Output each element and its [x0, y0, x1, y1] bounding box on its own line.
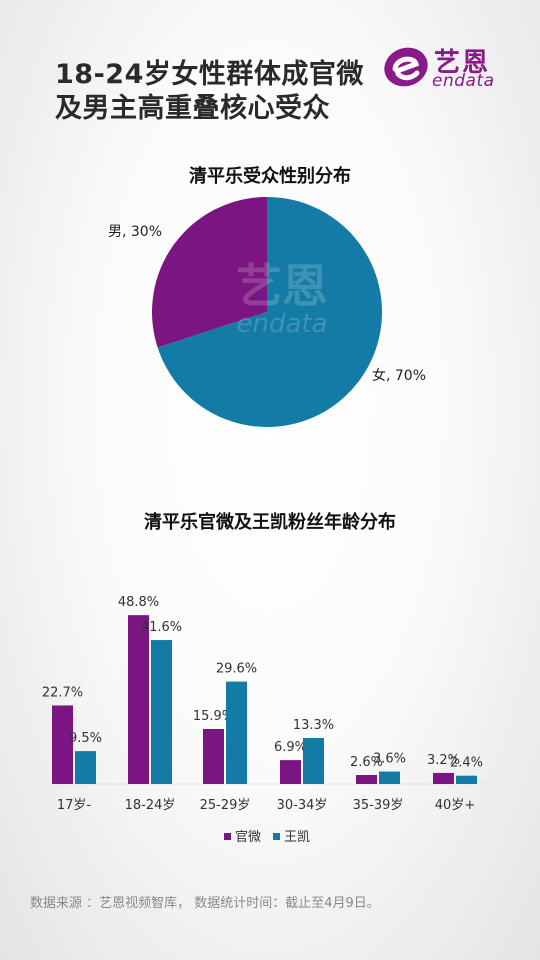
bar-wangkai [75, 751, 96, 784]
pie-slice-label: 男, 30% [108, 224, 162, 240]
legend-swatch [224, 833, 231, 840]
page-title: 18-24岁女性群体成官微 及男主高重叠核心受众 [55, 58, 375, 126]
endata-e-icon [384, 47, 428, 87]
legend-swatch [273, 833, 280, 840]
category-label: 17岁- [57, 798, 92, 813]
bar-chart-title: 清平乐官微及王凯粉丝年龄分布 [144, 512, 396, 533]
bar-guanwei [280, 760, 301, 784]
category-label: 18-24岁 [125, 798, 176, 813]
endata-logo: 艺恩 endata [380, 40, 510, 94]
bar-wangkai [151, 640, 172, 784]
bar-wangkai [226, 681, 247, 784]
logo-en-text: endata [432, 71, 495, 91]
bar-data-label: 22.7% [42, 685, 83, 700]
bar-guanwei [433, 772, 454, 784]
bar-data-label: 9.5% [69, 731, 102, 746]
bar-data-label: 48.8% [118, 595, 159, 610]
bar-data-label: 13.3% [293, 718, 334, 733]
bar-data-label: 6.9% [274, 740, 307, 755]
title-line-2: 及男主高重叠核心受众 [55, 93, 330, 124]
bar-wangkai [303, 737, 324, 784]
title-line-1: 18-24岁女性群体成官微 [55, 59, 364, 90]
pie-slice-label: 女, 70% [372, 367, 426, 384]
pie-chart-title: 清平乐受众性别分布 [189, 166, 351, 187]
category-label: 40岁+ [435, 798, 475, 813]
bar-guanwei [52, 705, 73, 784]
age-bar-chart: 22.7% 9.5% 17岁- 48.8% 41.6% 18-24岁 15.9% 29.6% 2… [35, 595, 495, 845]
category-label: 25-29岁 [200, 798, 251, 813]
logo-cn-text: 艺恩 [434, 48, 491, 78]
category-label: 35-39岁 [353, 798, 404, 813]
bar-guanwei [203, 728, 224, 784]
bar-wangkai [379, 771, 400, 784]
pie-slice [157, 197, 382, 427]
bar-data-label: 2.4% [450, 756, 483, 771]
data-source-note: 数据来源 ：艺恩视频智库， 数据统计时间：截止至4月9日。 [30, 896, 380, 911]
bar-data-label: 3.6% [373, 752, 406, 767]
bar-wangkai [456, 775, 477, 784]
bar-data-label: 3.2% [427, 753, 460, 768]
legend-label: 王凯 [284, 830, 310, 845]
bar-data-label: 41.6% [141, 620, 182, 635]
pie-slice [151, 197, 267, 348]
category-label: 30-34岁 [277, 798, 328, 813]
bar-data-label: 2.6% [350, 755, 383, 770]
pie-watermark-cn: 艺恩 [236, 259, 328, 313]
bar-guanwei [128, 615, 149, 784]
bar-guanwei [356, 775, 377, 784]
bar-data-label: 29.6% [216, 662, 257, 677]
legend-label: 官微 [235, 829, 261, 845]
pie-watermark-en: endata [236, 309, 327, 339]
bar-data-label: 15.9% [193, 709, 234, 724]
